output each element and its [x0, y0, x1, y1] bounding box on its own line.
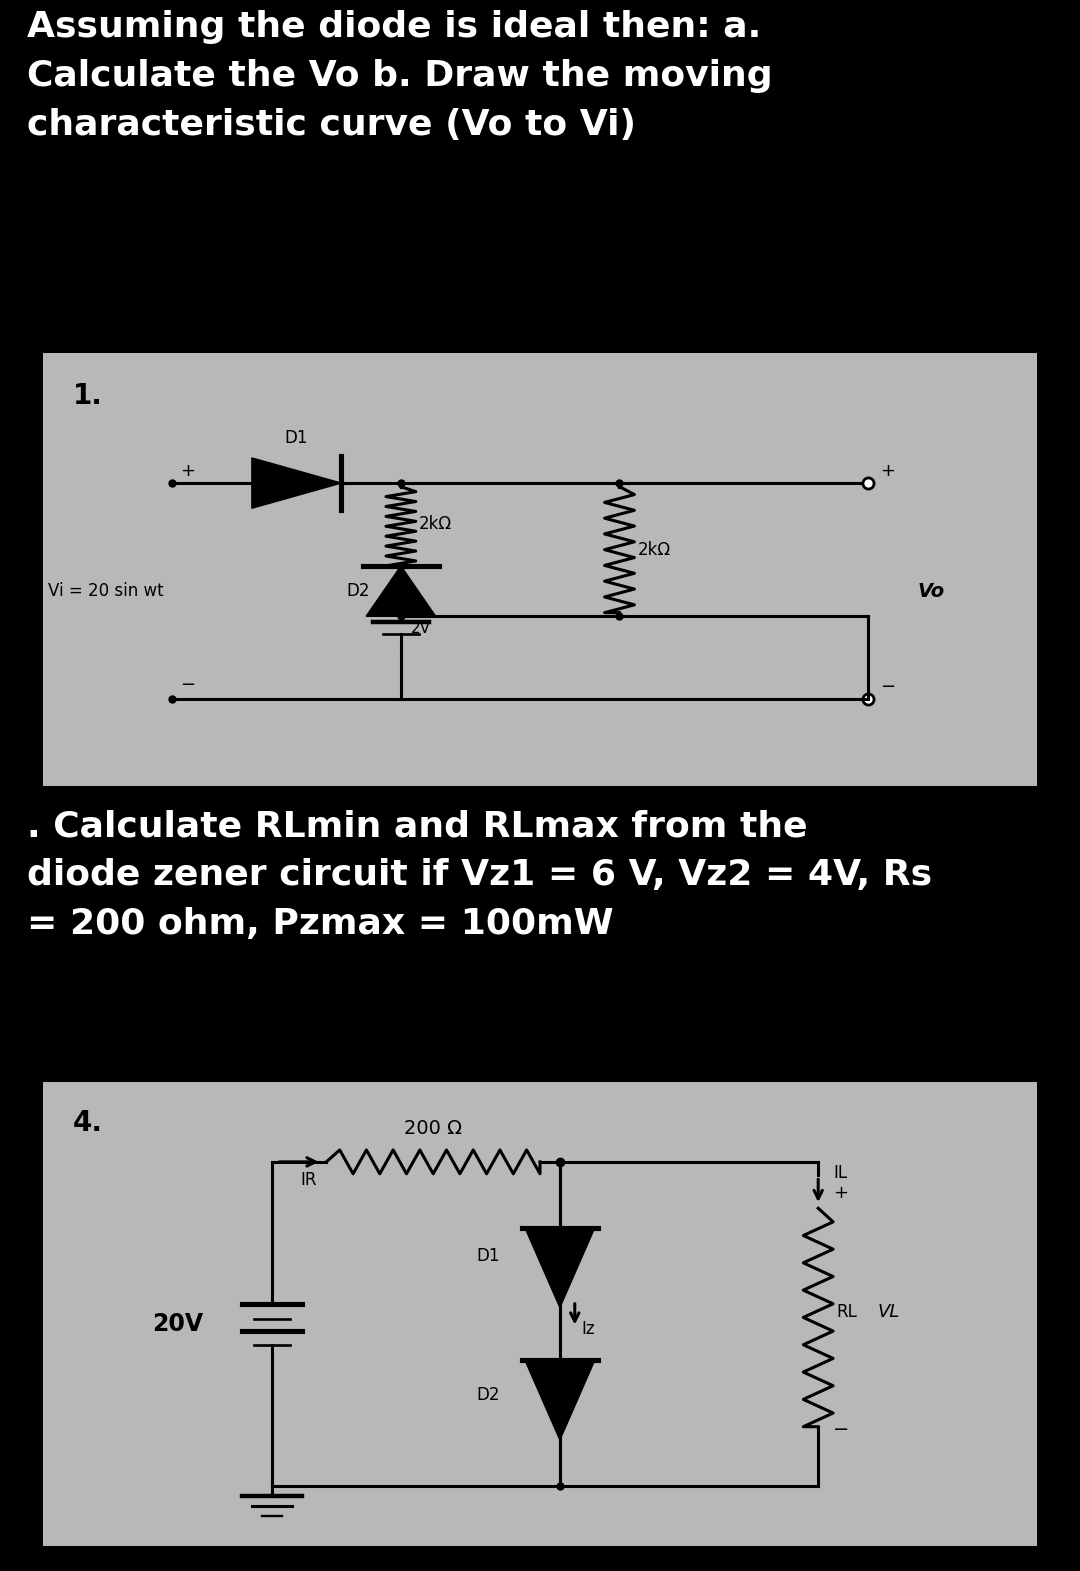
Text: +: +: [180, 462, 195, 479]
Polygon shape: [525, 1229, 595, 1307]
Text: Iz: Iz: [582, 1320, 595, 1338]
Text: IR: IR: [300, 1170, 318, 1189]
Text: −: −: [180, 676, 195, 694]
Text: D1: D1: [476, 1247, 500, 1265]
Text: 4.: 4.: [73, 1109, 103, 1137]
Polygon shape: [366, 566, 435, 616]
Text: Vi = 20 sin wt: Vi = 20 sin wt: [49, 583, 164, 600]
Text: D1: D1: [285, 429, 308, 448]
Text: 200 Ω: 200 Ω: [404, 1119, 462, 1137]
Text: Assuming the diode is ideal then: a.
Calculate the Vo b. Draw the moving
charact: Assuming the diode is ideal then: a. Cal…: [27, 9, 772, 141]
Text: +: +: [833, 1185, 848, 1202]
Text: Vo: Vo: [918, 581, 945, 600]
Text: 20V: 20V: [152, 1312, 204, 1335]
Text: VL: VL: [878, 1304, 901, 1321]
Text: −: −: [833, 1420, 850, 1439]
Text: IL: IL: [833, 1164, 847, 1183]
Text: 2V: 2V: [410, 621, 431, 636]
Polygon shape: [525, 1360, 595, 1441]
Polygon shape: [252, 457, 341, 509]
Text: RL: RL: [836, 1304, 856, 1321]
Text: D2: D2: [347, 583, 369, 600]
Text: −: −: [880, 679, 895, 696]
Text: . Calculate RLmin and RLmax from the
diode zener circuit if Vz1 = 6 V, Vz2 = 4V,: . Calculate RLmin and RLmax from the dio…: [27, 809, 932, 941]
Text: D2: D2: [476, 1386, 500, 1404]
Text: 2kΩ: 2kΩ: [637, 540, 671, 559]
Text: +: +: [880, 462, 895, 479]
Text: 1.: 1.: [73, 382, 103, 410]
Text: 2kΩ: 2kΩ: [419, 515, 451, 534]
